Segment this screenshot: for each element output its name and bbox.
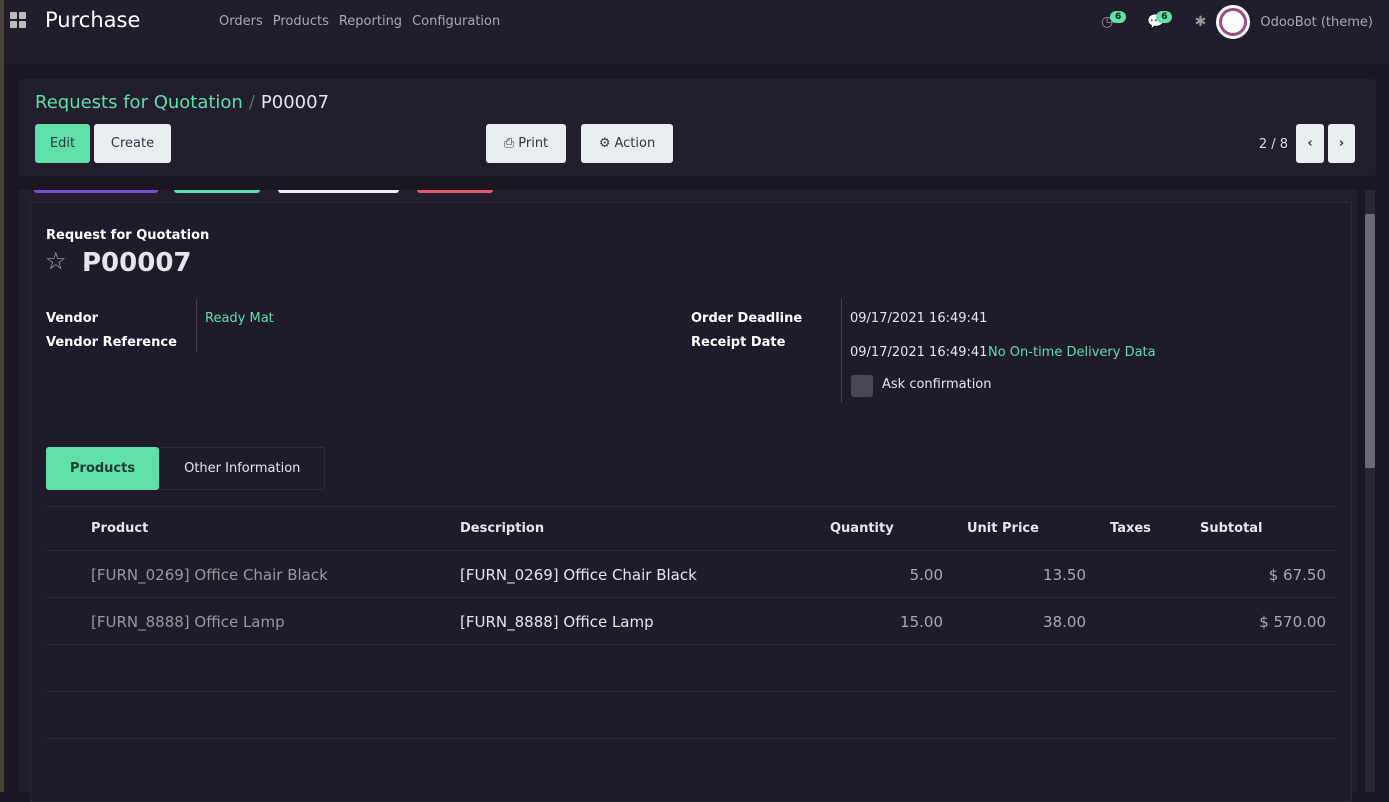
table-row[interactable]: [FURN_8888] Office Lamp [FURN_8888] Offi… [46,598,1336,645]
activity-badge: 6 [1109,11,1127,23]
apps-menu-icon[interactable] [10,12,26,28]
form-sheet: Request for Quotation ☆ P00007 Vendor Ve… [30,202,1352,802]
divider [841,299,842,403]
divider [196,299,197,352]
order-deadline-label: Order Deadline [691,311,803,326]
col-quantity[interactable]: Quantity [830,521,894,536]
col-subtotal[interactable]: Subtotal [1200,521,1263,536]
order-deadline-value: 09/17/2021 16:49:41 [850,311,988,326]
avatar[interactable] [1216,5,1251,39]
scrollbar-thumb[interactable] [1365,214,1375,468]
print-button[interactable]: ⎙ Print [486,124,566,163]
menu-reporting[interactable]: Reporting [338,14,403,29]
cell-quantity: 5.00 [909,566,943,584]
app-title: Purchase [45,8,141,32]
receipt-date-label: Receipt Date [691,335,786,350]
ask-confirmation-checkbox[interactable] [851,375,873,397]
pager-next-button[interactable]: › [1328,124,1355,163]
record-name: P00007 [82,248,192,278]
cell-unit-price: 38.00 [1043,613,1086,631]
col-unit-price[interactable]: Unit Price [967,521,1039,536]
cell-quantity: 15.00 [900,613,943,631]
col-taxes[interactable]: Taxes [1110,521,1151,536]
action-label: Action [614,136,656,151]
create-button[interactable]: Create [94,124,171,163]
messages-icon[interactable]: 💬 6 [1147,11,1173,30]
empty-row [46,645,1336,692]
vendor-label: Vendor [46,311,99,326]
debug-bug-icon[interactable]: ✱ [1194,14,1207,30]
menu-configuration[interactable]: Configuration [412,14,501,29]
menu-orders[interactable]: Orders [219,14,263,29]
table-row[interactable]: [FURN_0269] Office Chair Black [FURN_026… [46,551,1336,598]
col-product[interactable]: Product [91,521,149,536]
window-edge [0,0,4,792]
user-name[interactable]: OdooBot (theme) [1260,14,1373,30]
order-lines-table: Product Description Quantity Unit Price … [46,506,1336,739]
print-label: Print [518,136,549,151]
cell-subtotal: $ 570.00 [1259,613,1326,631]
pager-value: 2 / 8 [1258,137,1288,152]
activity-clock-icon[interactable]: ◷ 6 [1101,11,1127,30]
ask-confirmation-label: Ask confirmation [882,377,992,392]
cell-product: [FURN_8888] Office Lamp [91,613,285,631]
doc-type-label: Request for Quotation [46,228,210,243]
status-button-strip[interactable] [34,190,158,193]
cell-description: [FURN_0269] Office Chair Black [460,566,697,584]
status-button-strip[interactable] [278,190,399,193]
col-description[interactable]: Description [460,521,545,536]
tab-other-information[interactable]: Other Information [159,447,326,490]
breadcrumb: Requests for Quotation / P00007 [35,92,330,113]
receipt-date-value: 09/17/2021 16:49:41 [850,345,988,360]
table-header: Product Description Quantity Unit Price … [46,506,1336,551]
menu-products[interactable]: Products [272,14,329,29]
status-button-strip[interactable] [174,190,260,193]
breadcrumb-current: P00007 [260,92,330,113]
favorite-star-icon[interactable]: ☆ [45,247,67,275]
cell-product: [FURN_0269] Office Chair Black [91,566,328,584]
gear-icon: ⚙ [598,136,611,151]
messages-badge: 6 [1156,11,1173,23]
status-button-strip[interactable] [417,190,493,193]
cell-unit-price: 13.50 [1043,566,1086,584]
edit-button[interactable]: Edit [35,124,90,163]
form-view: Request for Quotation ☆ P00007 Vendor Ve… [19,190,1357,802]
control-panel: Requests for Quotation / P00007 Edit Creat… [19,79,1376,176]
scrollbar[interactable] [1365,190,1375,792]
top-navbar: Purchase Orders Products Reporting Confi… [4,0,1389,64]
tab-products[interactable]: Products [46,447,160,490]
cell-description: [FURN_8888] Office Lamp [460,613,654,631]
empty-row [46,692,1336,739]
action-button[interactable]: ⚙ Action [581,124,673,163]
cell-subtotal: $ 67.50 [1268,566,1326,584]
breadcrumb-parent[interactable]: Requests for Quotation [35,92,243,113]
vendor-link[interactable]: Ready Mat [205,311,274,326]
vendor-reference-label: Vendor Reference [46,335,177,350]
pager-previous-button[interactable]: ‹ [1296,124,1324,163]
printer-icon: ⎙ [503,136,515,151]
delivery-note: No On-time Delivery Data [988,345,1156,360]
